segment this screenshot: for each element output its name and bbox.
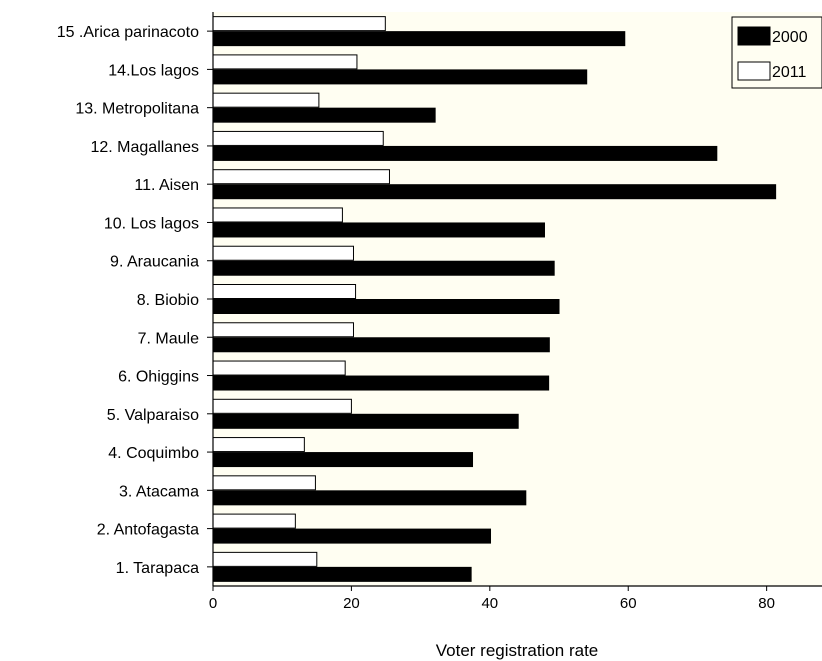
legend-label-2000: 2000 [772,29,808,46]
category-label-13: 13. Metropolitana [75,101,199,118]
bar-2000-5 [212,413,519,429]
bar-2011-2 [212,513,296,529]
bar-2000-14 [212,69,588,85]
x-axis-ticks: 0 20 40 60 80 [209,586,775,612]
bar-2011-5 [212,398,352,414]
bar-2000-12 [212,145,718,161]
category-label-3: 3. Atacama [119,483,199,500]
bar-2011-14 [212,54,358,70]
legend-label-2011: 2011 [772,64,807,81]
category-label-15: 15 .Arica parinacoto [57,24,199,41]
bar-2000-1 [212,566,472,582]
bar-2000-15 [212,31,626,47]
category-label-10: 10. Los lagos [104,215,199,232]
x-tick-label-40: 40 [481,595,498,612]
category-label-12: 12. Magallanes [90,139,199,156]
category-label-11: 11. Aisen [134,177,199,194]
legend-swatch-2000 [737,26,771,46]
category-label-2: 2. Antofagasta [97,522,199,539]
bar-2000-4 [212,452,474,468]
bar-2011-11 [212,169,390,185]
x-tick-label-60: 60 [620,595,637,612]
bar-2011-9 [212,245,354,261]
category-label-6: 6. Ohiggins [118,369,199,386]
bar-2000-7 [212,337,550,353]
x-tick-label-20: 20 [343,595,360,612]
legend-swatch-2011 [737,61,771,81]
legend: 2000 2011 [731,16,822,89]
bar-2011-1 [212,551,318,567]
bar-2000-6 [212,375,550,391]
bar-2011-6 [212,360,346,376]
bar-2000-11 [212,184,777,200]
bar-2000-2 [212,528,492,544]
category-label-1: 1. Tarapaca [116,560,199,577]
category-label-4: 4. Coquimbo [108,445,199,462]
category-label-7: 7. Maule [138,330,199,347]
bar-2011-4 [212,437,305,453]
bar-2011-13 [212,92,320,108]
x-axis-title: Voter registration rate [436,641,599,660]
bar-2000-9 [212,260,555,276]
bar-2011-3 [212,475,316,491]
bar-2000-3 [212,490,527,506]
category-label-9: 9. Araucania [110,254,199,271]
bar-2000-10 [212,222,545,238]
bar-2011-12 [212,130,384,146]
bar-2011-10 [212,207,343,223]
bar-2011-8 [212,284,357,299]
category-label-8: 8. Biobio [137,292,199,309]
category-label-14: 14.Los lagos [108,62,199,79]
category-labels: 1. Tarapaca 2. Antofagasta 3. Atacama 4. Co… [57,24,213,577]
bar-2011-7 [212,322,354,338]
x-tick-label-80: 80 [758,595,775,612]
category-label-5: 5. Valparaiso [107,407,199,424]
bar-2000-8 [212,299,560,314]
bar-2000-13 [212,107,436,123]
bar-2011-15 [212,16,386,32]
x-tick-label-0: 0 [209,595,217,612]
